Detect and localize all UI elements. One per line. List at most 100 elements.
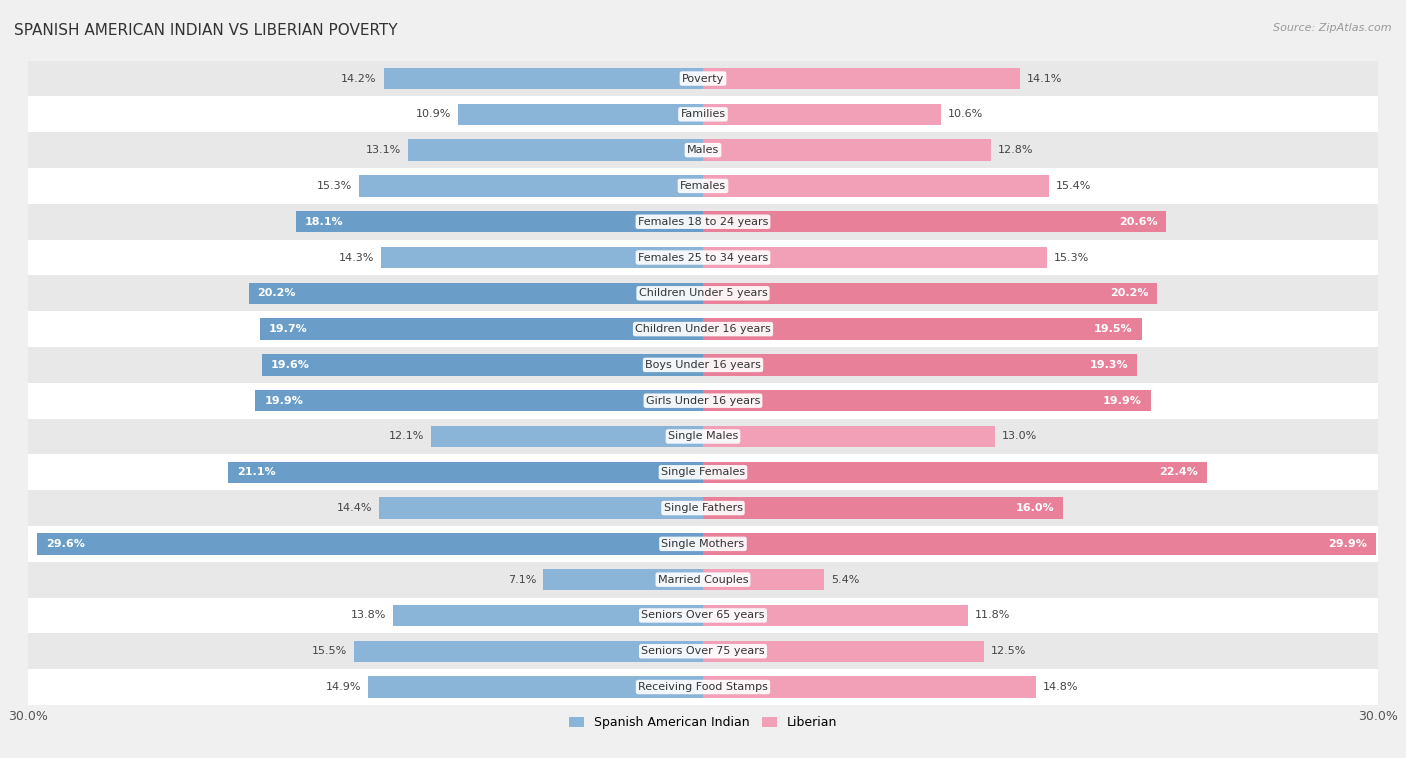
Bar [703,283,1157,304]
Text: 10.6%: 10.6% [948,109,983,119]
Bar [703,676,1036,698]
Bar [380,497,703,518]
Bar [28,526,1378,562]
Bar [703,318,1142,340]
Bar [703,139,991,161]
Bar [458,104,703,125]
Bar [28,562,1378,597]
Bar [703,641,984,662]
Bar [703,354,1137,376]
Text: 10.9%: 10.9% [416,109,451,119]
Text: Boys Under 16 years: Boys Under 16 years [645,360,761,370]
Text: 21.1%: 21.1% [238,467,276,478]
Bar [37,533,703,555]
Bar [28,454,1378,490]
Text: Females 25 to 34 years: Females 25 to 34 years [638,252,768,262]
Bar [359,175,703,196]
Bar [228,462,703,483]
Bar [28,204,1378,240]
Bar [384,67,703,89]
Text: 19.6%: 19.6% [271,360,309,370]
Text: 13.8%: 13.8% [350,610,385,621]
Bar [703,605,969,626]
Bar [703,247,1047,268]
Bar [543,569,703,590]
Text: 5.4%: 5.4% [831,575,859,584]
Text: Females 18 to 24 years: Females 18 to 24 years [638,217,768,227]
Text: 7.1%: 7.1% [508,575,537,584]
Text: 12.5%: 12.5% [991,647,1026,656]
Text: 29.6%: 29.6% [46,539,84,549]
Bar [28,275,1378,312]
Text: 16.0%: 16.0% [1015,503,1054,513]
Text: 12.8%: 12.8% [998,145,1033,155]
Text: 13.0%: 13.0% [1002,431,1038,441]
Text: Receiving Food Stamps: Receiving Food Stamps [638,682,768,692]
Bar [262,354,703,376]
Bar [381,247,703,268]
Text: Source: ZipAtlas.com: Source: ZipAtlas.com [1274,23,1392,33]
Text: Females: Females [681,181,725,191]
Bar [354,641,703,662]
Bar [703,569,824,590]
Text: Single Fathers: Single Fathers [664,503,742,513]
Bar [703,67,1021,89]
Text: Single Males: Single Males [668,431,738,441]
Text: 20.2%: 20.2% [257,288,297,299]
Bar [28,597,1378,634]
Text: 14.2%: 14.2% [342,74,377,83]
Text: 19.9%: 19.9% [264,396,304,406]
Text: SPANISH AMERICAN INDIAN VS LIBERIAN POVERTY: SPANISH AMERICAN INDIAN VS LIBERIAN POVE… [14,23,398,38]
Bar [703,426,995,447]
Bar [703,175,1049,196]
Text: 14.1%: 14.1% [1026,74,1063,83]
Text: 15.4%: 15.4% [1056,181,1091,191]
Bar [28,61,1378,96]
Text: 29.9%: 29.9% [1327,539,1367,549]
Text: 12.1%: 12.1% [388,431,425,441]
Bar [28,240,1378,275]
Text: Children Under 16 years: Children Under 16 years [636,324,770,334]
Bar [260,318,703,340]
Text: 19.5%: 19.5% [1094,324,1133,334]
Bar [28,96,1378,132]
Text: 14.4%: 14.4% [337,503,373,513]
Bar [256,390,703,412]
Text: Poverty: Poverty [682,74,724,83]
Bar [28,132,1378,168]
Text: Single Mothers: Single Mothers [661,539,745,549]
Bar [703,533,1375,555]
Text: 13.1%: 13.1% [367,145,402,155]
Text: Males: Males [688,145,718,155]
Text: Children Under 5 years: Children Under 5 years [638,288,768,299]
Bar [28,634,1378,669]
Text: 19.9%: 19.9% [1102,396,1142,406]
Bar [703,390,1150,412]
Bar [408,139,703,161]
Text: 14.3%: 14.3% [339,252,374,262]
Bar [295,211,703,233]
Text: 20.2%: 20.2% [1109,288,1149,299]
Text: Single Females: Single Females [661,467,745,478]
Text: 14.8%: 14.8% [1043,682,1078,692]
Bar [28,383,1378,418]
Text: 15.3%: 15.3% [316,181,352,191]
Text: 22.4%: 22.4% [1159,467,1198,478]
Text: 14.9%: 14.9% [326,682,361,692]
Legend: Spanish American Indian, Liberian: Spanish American Indian, Liberian [564,711,842,735]
Text: 19.7%: 19.7% [269,324,308,334]
Text: 15.3%: 15.3% [1054,252,1090,262]
Text: Families: Families [681,109,725,119]
Bar [392,605,703,626]
Bar [28,312,1378,347]
Bar [28,418,1378,454]
Text: Seniors Over 75 years: Seniors Over 75 years [641,647,765,656]
Bar [703,211,1167,233]
Bar [703,104,942,125]
Text: Seniors Over 65 years: Seniors Over 65 years [641,610,765,621]
Bar [368,676,703,698]
Bar [430,426,703,447]
Text: 11.8%: 11.8% [976,610,1011,621]
Text: 19.3%: 19.3% [1090,360,1128,370]
Bar [703,497,1063,518]
